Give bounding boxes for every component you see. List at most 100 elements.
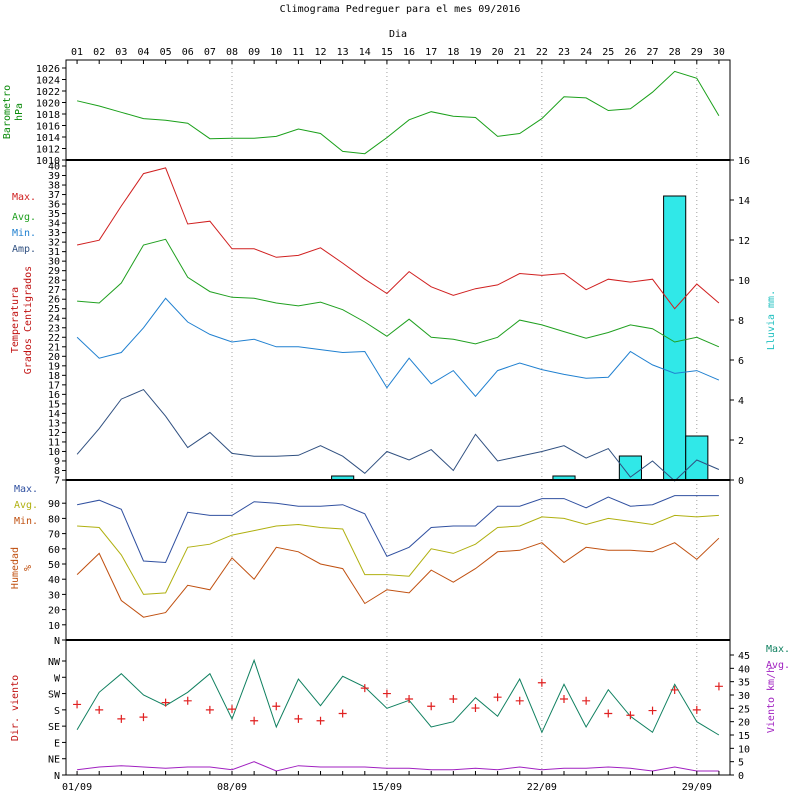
- y-tick-label: 14: [48, 409, 60, 420]
- day-tick-label: 22: [536, 47, 548, 58]
- temp-min-line: [76, 297, 720, 398]
- y-tick-label: 11: [48, 437, 60, 448]
- humidity-panel: N 10 20 30 40 50 60 70 80 90: [48, 495, 720, 647]
- wind-direction-marker: [626, 711, 635, 720]
- humidity-label: Humedad: [10, 547, 21, 589]
- wind-direction-marker: [272, 702, 281, 711]
- humidity-max-line: [77, 495, 719, 564]
- temp-legend-min: Min.: [12, 228, 36, 239]
- y-tick-label: 24: [48, 314, 60, 325]
- y-tick-label: 60: [48, 545, 60, 556]
- panel-frames: [65, 59, 731, 776]
- y-tick-label: N: [54, 636, 60, 647]
- wind-legend-max: Max.: [766, 644, 790, 655]
- direction-tick-label: SE: [48, 722, 60, 733]
- day-tick-label: 08: [226, 47, 238, 58]
- day-tick-label: 26: [624, 47, 636, 58]
- temp-legend-max: Max.: [12, 192, 36, 203]
- y-tick-label: 36: [48, 200, 60, 211]
- y-tick-label: 37: [48, 190, 60, 201]
- y-tick-label: 35: [48, 209, 60, 220]
- y-tick-label: 33: [48, 228, 60, 239]
- y-tick-label-right: 6: [738, 356, 744, 367]
- y-tick-label: 1024: [36, 76, 60, 87]
- day-tick-label: 23: [558, 47, 570, 58]
- y-tick-label: 50: [48, 560, 60, 571]
- y-tick-label: 31: [48, 247, 60, 258]
- y-tick-label: 29: [48, 266, 60, 277]
- day-tick-label: 09: [248, 47, 260, 58]
- wind-direction-marker: [250, 716, 259, 725]
- temperature-panel: 7891011121314151617181920212223242526272…: [48, 162, 720, 487]
- day-tick-label: 03: [115, 47, 127, 58]
- wind-direction-marker: [117, 714, 126, 723]
- direction-tick-label: NE: [48, 755, 60, 766]
- y-tick-label-right: 45: [738, 651, 750, 662]
- wind-direction-marker: [537, 678, 546, 687]
- date-tick-label: 15/09: [372, 782, 402, 793]
- wind-direction-marker: [139, 713, 148, 722]
- day-tick-label: 11: [292, 47, 304, 58]
- direction-tick-label: N: [54, 771, 60, 782]
- wind-direction-marker: [427, 702, 436, 711]
- day-tick-label: 07: [204, 47, 216, 58]
- wind-direction-marker: [382, 689, 391, 698]
- wind-direction-marker: [316, 716, 325, 725]
- day-tick-label: 20: [492, 47, 504, 58]
- day-tick-label: 15: [381, 47, 393, 58]
- humidity-legend-min: Min.: [14, 516, 38, 527]
- axis-labels: Barometro hPa Lluvia mm. Max. Avg. Min. Amp. Te…: [2, 85, 790, 741]
- humidity-avg-line: [77, 514, 719, 595]
- y-tick-label-right: 16: [738, 156, 750, 167]
- y-tick-label: 7: [54, 476, 60, 487]
- day-tick-label: 30: [713, 47, 725, 58]
- outer-frame: [65, 59, 731, 776]
- rain-bar: [685, 435, 709, 481]
- y-tick-label: 1020: [36, 99, 60, 110]
- y-tick-label-right: 30: [738, 691, 750, 702]
- y-tick-label: 10: [48, 447, 60, 458]
- wind-max-line: [76, 658, 720, 736]
- y-tick-label: 9: [54, 456, 60, 467]
- y-tick-label: 20: [48, 352, 60, 363]
- y-tick-label: 1018: [36, 110, 60, 121]
- day-tick-label: 19: [469, 47, 481, 58]
- temp-legend-amp: Amp.: [12, 244, 36, 255]
- day-tick-label: 14: [359, 47, 371, 58]
- y-tick-label: 16: [48, 390, 60, 401]
- direction-tick-label: NW: [48, 657, 61, 668]
- day-tick-label: 01: [71, 47, 83, 58]
- day-tick-label: 06: [182, 47, 194, 58]
- pressure-line: [76, 70, 720, 155]
- day-tick-label: 16: [403, 47, 415, 58]
- y-tick-label-right: 20: [738, 718, 750, 729]
- wind-direction-marker: [73, 700, 82, 709]
- wind-legend-avg: Avg.: [766, 660, 790, 671]
- rain-bar: [663, 195, 687, 481]
- temp-legend-avg: Avg.: [12, 212, 36, 223]
- y-tick-label-right: 35: [738, 678, 750, 689]
- chart-title: Climograma Pedreguer para el mes 09/2016: [280, 4, 521, 15]
- y-tick-label: 90: [48, 499, 60, 510]
- direction-tick-label: E: [54, 738, 60, 749]
- wind-direction-marker: [294, 714, 303, 723]
- barometer-label: Barometro: [2, 85, 13, 139]
- y-tick-label: 28: [48, 276, 60, 287]
- wind-direction-marker: [228, 705, 236, 714]
- y-tick-label: 18: [48, 371, 60, 382]
- date-tick-label: 01/09: [62, 782, 92, 793]
- wind-direction-marker: [692, 705, 701, 714]
- date-tick-label: 22/09: [527, 782, 557, 793]
- wind-direction-marker: [183, 696, 192, 705]
- day-tick-label: 29: [691, 47, 703, 58]
- humidity-unit-label: %: [23, 565, 34, 571]
- wind-direction-marker: [714, 682, 723, 691]
- rain-label: Lluvia mm.: [766, 290, 777, 350]
- wind-direction-marker: [604, 709, 613, 718]
- day-tick-label: 04: [137, 47, 149, 58]
- temp-amp-line: [76, 388, 720, 482]
- y-tick-label: 34: [48, 219, 60, 230]
- day-tick-label: 27: [647, 47, 659, 58]
- y-tick-label: 40: [48, 162, 60, 173]
